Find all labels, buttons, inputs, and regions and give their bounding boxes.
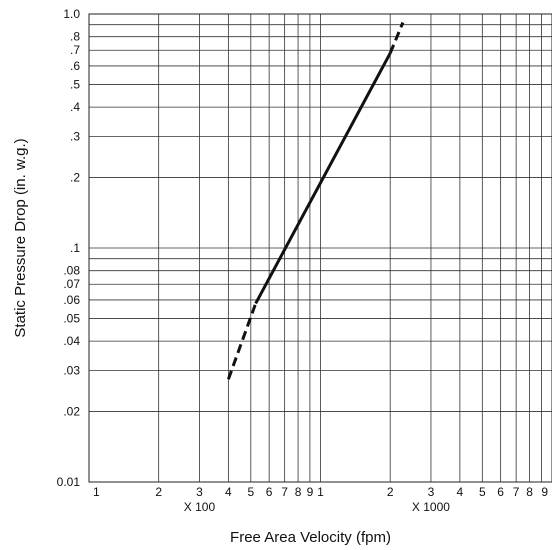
- pressure-drop-curve: [226, 21, 405, 380]
- x-tick-label: 8: [526, 485, 533, 499]
- x-tick-label: 2: [155, 485, 162, 499]
- y-tick-label: .1: [70, 241, 80, 255]
- y-tick-label: .5: [70, 77, 80, 91]
- y-tick-label: .08: [63, 264, 80, 278]
- x-tick-label: 2: [387, 485, 394, 499]
- y-axis-tick-labels: 1.0 .8.7 .6 .5 .4 .3 .2 .1 .08.07 .06 .05 .04 .03 .02…: [57, 7, 81, 489]
- y-tick-label: .05: [63, 311, 80, 325]
- y-tick-label: 1.0: [63, 7, 80, 21]
- x-tick-label: 9: [307, 485, 314, 499]
- x-tick-label: 5: [247, 485, 254, 499]
- y-tick-label: 0.01: [57, 475, 81, 489]
- x-tick-label: 6: [497, 485, 504, 499]
- y-tick-label: .2: [70, 171, 80, 185]
- y-axis-label: Static Pressure Drop (in. w.g.): [12, 138, 29, 337]
- y-tick-label: .4: [70, 100, 80, 114]
- x-tick-label: 8: [295, 485, 302, 499]
- y-tick-label: .07: [63, 277, 80, 291]
- x-tick-label: 9: [541, 485, 548, 499]
- x-tick-label: 7: [281, 485, 288, 499]
- y-tick-label: .3: [70, 129, 80, 143]
- x-tick-label: 4: [225, 485, 232, 499]
- y-tick-label: .6: [70, 59, 80, 73]
- y-tick-label: .8: [70, 30, 80, 44]
- x-tick-label: 1: [93, 485, 100, 499]
- y-tick-label: .06: [63, 293, 80, 307]
- curve-segment-dashed: [388, 21, 405, 54]
- curve-segment-solid: [254, 52, 392, 305]
- grid-lines: [89, 14, 552, 482]
- x-multiplier-label: X 1000: [412, 500, 450, 514]
- x-tick-label: 3: [428, 485, 435, 499]
- y-tick-label: .7: [70, 43, 80, 57]
- x-tick-label: 4: [457, 485, 464, 499]
- x-tick-label: 3: [196, 485, 203, 499]
- x-tick-label: 7: [513, 485, 520, 499]
- y-tick-label: .03: [63, 363, 80, 377]
- x-multiplier-label: X 100: [184, 500, 216, 514]
- y-tick-label: .04: [63, 334, 80, 348]
- x-axis-multipliers: X 100 X 1000: [184, 500, 451, 514]
- x-tick-label: 5: [479, 485, 486, 499]
- plot-frame: [88, 13, 552, 483]
- x-axis-label: Free Area Velocity (fpm): [230, 529, 391, 546]
- y-tick-label: .02: [63, 405, 80, 419]
- x-tick-label: 1: [317, 485, 324, 499]
- x-tick-label: 6: [266, 485, 273, 499]
